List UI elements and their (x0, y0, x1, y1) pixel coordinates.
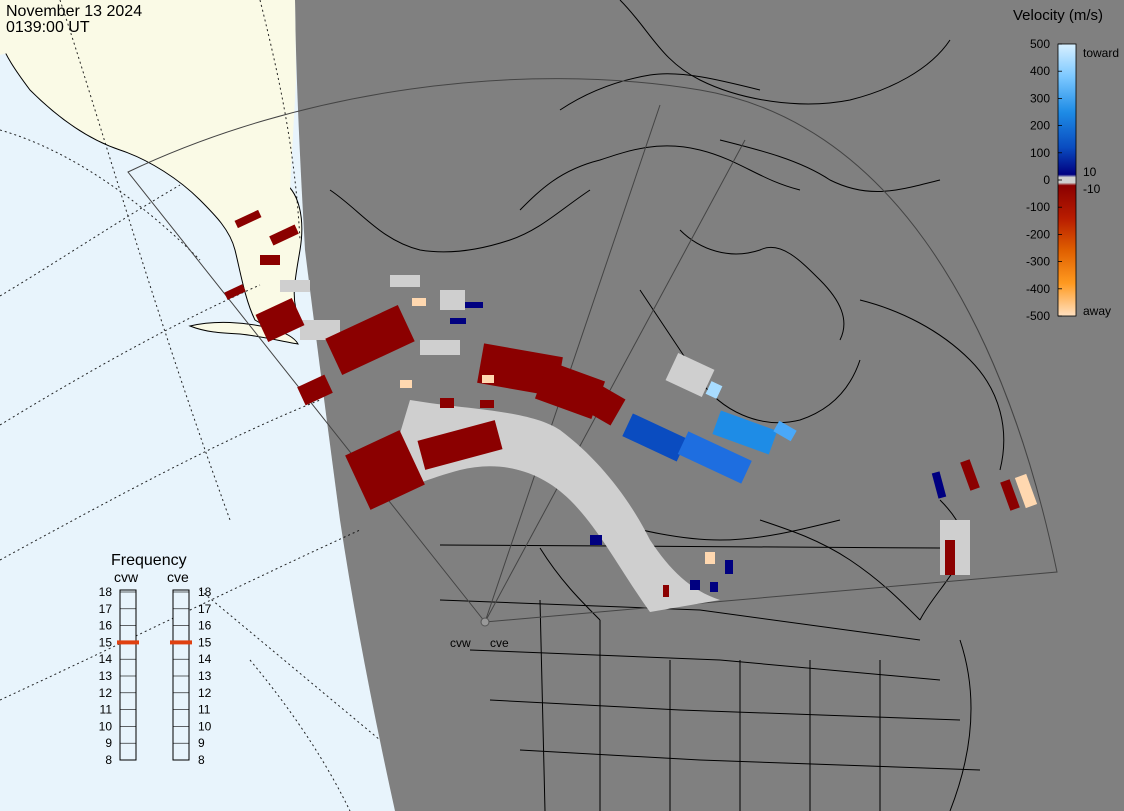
colorbar-negative-threshold: -10 (1083, 182, 1101, 196)
frequency-tick-label-right: 14 (198, 652, 212, 666)
radar-site-label-cvw: cvw (450, 636, 471, 650)
coastlines (329, 0, 1005, 811)
colorbar-tick-label: -100 (1026, 200, 1050, 214)
frequency-tick-label-right: 10 (198, 719, 212, 733)
frequency-markers (117, 640, 192, 645)
colorbar-tick-label: 300 (1030, 91, 1050, 105)
radar-sites: cvw cve (450, 617, 509, 650)
frequency-tick-label-left: 9 (105, 736, 112, 750)
velocity-colorbar: Velocity (m/s) 500 400 300 200 100 0 -100 -200 -… (1013, 7, 1119, 323)
alaska-north (0, 0, 296, 190)
frequency-tick-label-right: 11 (198, 703, 211, 717)
frequency-tick-label-left: 17 (99, 602, 113, 616)
frequency-radar-cve: cve (167, 569, 189, 585)
frequency-title: Frequency (111, 552, 187, 569)
frequency-tick-label-left: 15 (99, 635, 113, 649)
velocity-far-away-cells (400, 298, 1038, 564)
frequency-tick-label-left: 14 (99, 652, 113, 666)
colorbar-tick-label: 400 (1030, 64, 1050, 78)
frequency-tick-label-left: 11 (100, 703, 113, 717)
frequency-tick-label-left: 16 (99, 619, 113, 633)
colorbar-ticks: 500 400 300 200 100 0 -100 -200 -300 -400 -500 (1026, 37, 1062, 323)
frequency-column-cvw (119, 589, 137, 761)
frequency-tick-label-right: 8 (198, 753, 205, 767)
colorbar-tick-label: 100 (1030, 146, 1050, 160)
frequency-tick-label-right: 9 (198, 736, 205, 750)
land-mass (295, 0, 1124, 811)
frequency-tick-label-left: 12 (99, 686, 113, 700)
colorbar-tick-label: 0 (1043, 173, 1050, 187)
frequency-tick-label-left: 13 (99, 669, 113, 683)
date-title: November 13 2024 (6, 3, 142, 20)
frequency-panel: Frequency cvw cve 18 18 17 17 16 16 15 15 14 14 13… (99, 552, 212, 767)
colorbar-tick-label: 500 (1030, 37, 1050, 51)
frequency-ticks: 18 18 17 17 16 16 15 15 14 14 13 13 12 12 11 11 10 10 9 9 8 8 (99, 585, 212, 767)
frequency-tick-label-left: 10 (99, 719, 113, 733)
frequency-tick-label-right: 16 (198, 619, 212, 633)
colorbar-positive-threshold: 10 (1083, 165, 1097, 179)
velocity-toward-cells (450, 302, 947, 592)
frequency-tick-label-left: 8 (105, 753, 112, 767)
time-title: 0139:00 UT (6, 19, 90, 36)
radar-site-marker (480, 617, 490, 627)
field-of-view (127, 78, 1058, 623)
frequency-marker-cve (170, 640, 192, 645)
velocity-away-cells (224, 209, 1020, 597)
frequency-tick-label-right: 12 (198, 686, 212, 700)
colorbar-tick-label: -200 (1026, 227, 1050, 241)
radar-site-label-cve: cve (490, 636, 509, 650)
colorbar-title: Velocity (m/s) (1013, 7, 1103, 24)
frequency-column-cve (172, 589, 190, 761)
frequency-tick-label-right: 13 (198, 669, 212, 683)
frequency-radar-cvw: cvw (114, 569, 139, 585)
frequency-tick-label-right: 17 (198, 602, 212, 616)
colorbar-away-label: away (1083, 304, 1111, 318)
frequency-tick-label-left: 18 (99, 585, 113, 599)
colorbar-tick-label: 200 (1030, 119, 1050, 133)
colorbar-tick-label: -400 (1026, 282, 1050, 296)
frequency-marker-cvw (117, 640, 139, 645)
colorbar-tick-label: -500 (1026, 309, 1050, 323)
frequency-tick-label-right: 15 (198, 635, 212, 649)
colorbar-toward-label: toward (1083, 46, 1119, 60)
colorbar-tick-label: -300 (1026, 255, 1050, 269)
frequency-tick-label-right: 18 (198, 585, 212, 599)
